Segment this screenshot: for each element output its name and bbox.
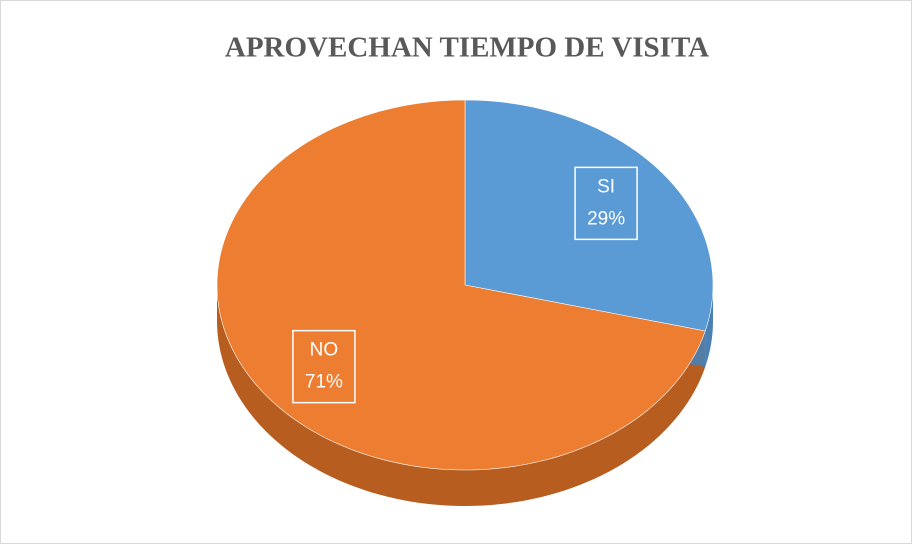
data-label-box: [574, 166, 638, 241]
pie-side: [705, 285, 713, 368]
data-label-value: 29%: [587, 208, 625, 229]
data-label-value: 71%: [305, 372, 343, 393]
data-label-box: [292, 329, 356, 404]
data-label-category: NO: [310, 340, 339, 361]
chart-title: APROVECHAN TIEMPO DE VISITA: [225, 32, 709, 64]
data-label-category: SI: [597, 176, 615, 197]
pie-side: [217, 285, 706, 506]
